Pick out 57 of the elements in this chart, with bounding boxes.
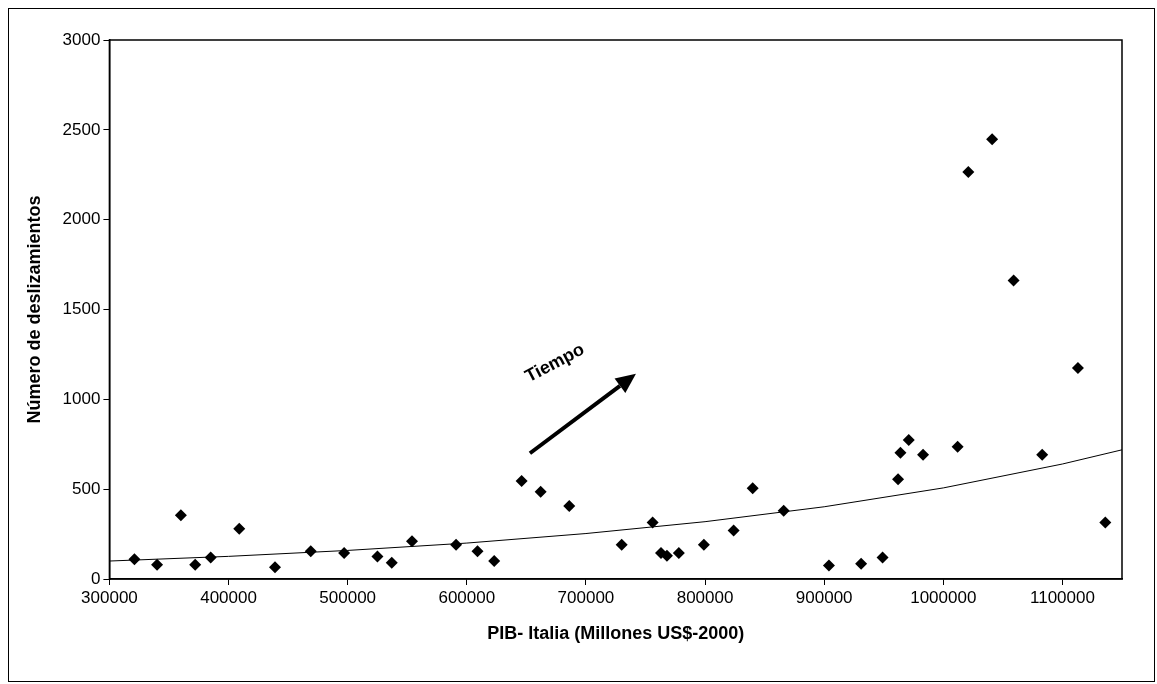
point [233,522,246,535]
point [304,545,317,558]
point [746,482,759,495]
y-tick-label: 1500 [62,299,101,319]
x-tick-label: 1100000 [1029,587,1095,607]
point [151,558,164,571]
point [128,553,141,566]
y-tick-label: 2500 [62,119,101,139]
point [876,551,889,564]
y-tick-label: 500 [72,478,101,498]
x-tick-label: 400000 [200,587,257,607]
x-tick-label: 700000 [557,587,615,607]
point [189,558,202,571]
point [777,504,790,517]
y-tick-label: 0 [90,568,101,588]
point [646,516,659,529]
point [385,556,398,569]
point [902,434,915,447]
x-tick-label: 600000 [438,587,496,607]
point [269,561,282,574]
x-tick-label: 300000 [81,587,138,607]
point [892,473,905,486]
point [471,545,484,558]
point [894,446,907,459]
point [1071,361,1084,374]
point [563,500,576,513]
point [986,133,999,146]
x-tick-label: 1000000 [910,587,977,607]
point [615,538,628,551]
y-tick-label: 2000 [62,209,101,229]
point [951,440,964,453]
x-tick-label: 500000 [319,587,377,607]
point [962,166,975,179]
point [1099,516,1112,529]
point [534,485,547,498]
point [917,448,930,461]
point [450,538,463,551]
point [204,551,217,564]
point [338,546,351,559]
point [727,524,740,537]
point [1036,448,1049,461]
point [406,535,418,548]
point [822,559,835,572]
x-tick-label: 900000 [795,587,853,607]
point [1007,274,1020,287]
point [697,538,710,551]
x-tick-label: 800000 [676,587,734,607]
point [371,550,384,563]
y-axis-title: Número de deslizamientos [23,195,44,424]
y-tick-label: 3000 [62,29,101,49]
point [174,509,187,522]
point [672,546,685,559]
x-axis-title: PIB- Italia (Millones US$-2000) [487,623,745,644]
point [855,557,868,570]
point [488,555,501,568]
y-tick-label: 1000 [62,389,101,409]
point [515,474,528,487]
